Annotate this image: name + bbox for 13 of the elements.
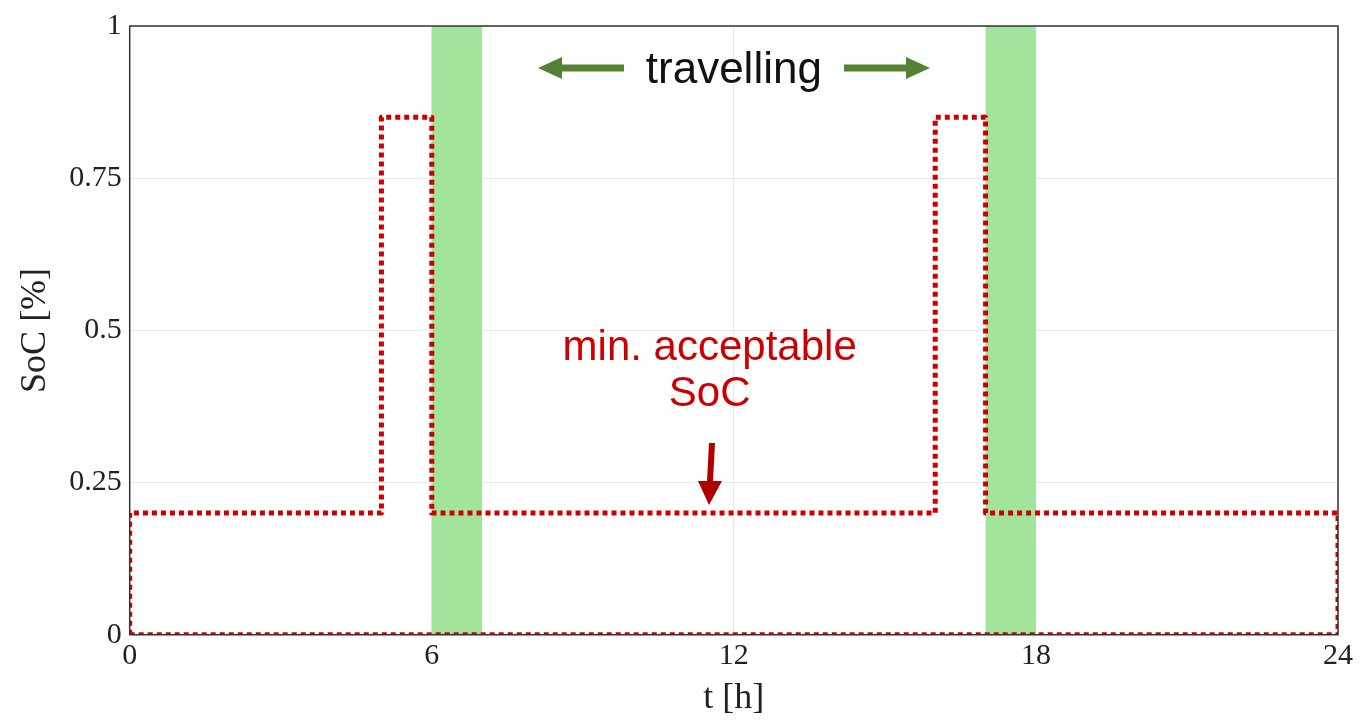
x-tick-label: 18 — [1020, 636, 1051, 670]
annotation: min. acceptable SoC — [561, 322, 858, 416]
x-tick-label: 24 — [1323, 636, 1353, 670]
x-axis-title: t [h] — [703, 675, 765, 716]
x-tick-label: 12 — [718, 636, 749, 670]
x-tick-label: 6 — [424, 636, 440, 670]
y-tick-label: 1 — [106, 6, 122, 40]
annotation: travelling — [645, 43, 822, 93]
y-tick-label: 0.25 — [69, 463, 122, 497]
y-tick-label: 0.5 — [84, 311, 122, 345]
y-tick-label: 0 — [106, 615, 122, 649]
y-axis-title: SoC [%] — [13, 267, 54, 393]
y-tick-label: 0.75 — [69, 159, 122, 193]
